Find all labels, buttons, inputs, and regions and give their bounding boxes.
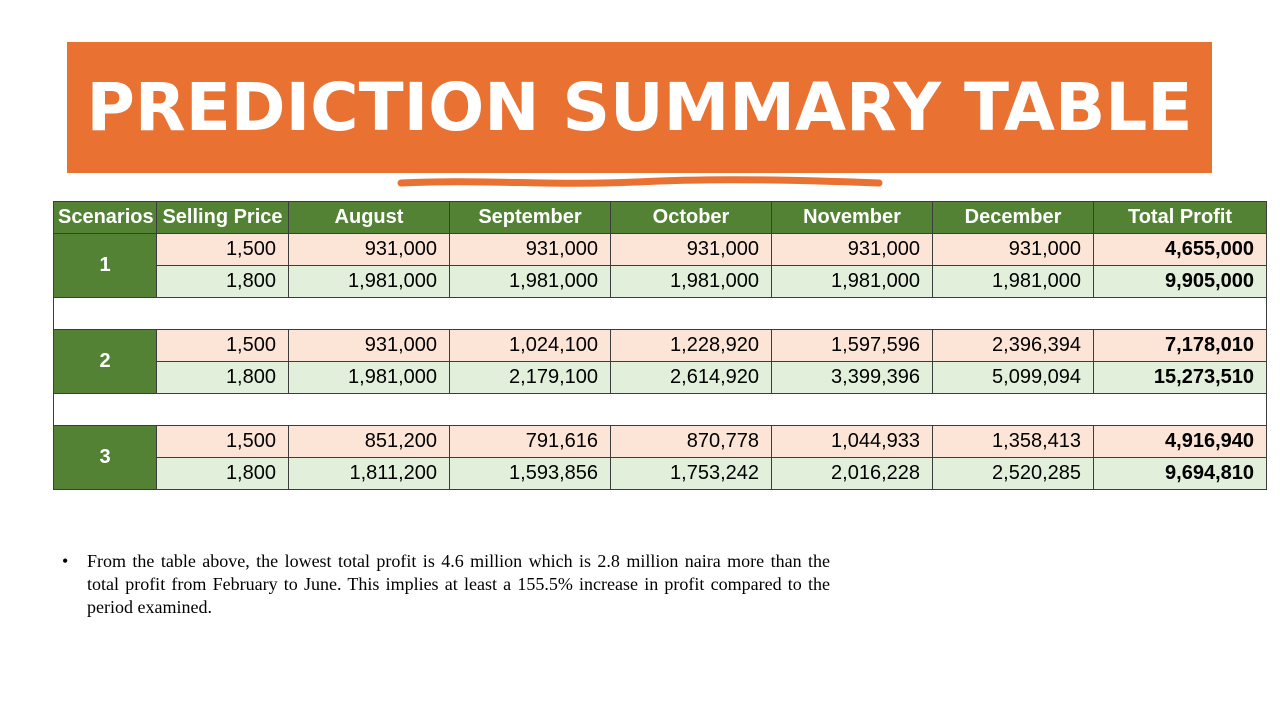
table-row: 3 1,500 851,200 791,616 870,778 1,044,93… [53,425,1267,490]
table-cell: 870,778 [610,425,772,458]
total-profit-cell: 4,916,940 [1093,425,1267,458]
table-row: 1,800 1,981,000 2,179,100 2,614,920 3,39… [54,361,1267,394]
table-row: 1 1,500 931,000 931,000 931,000 931,000 … [53,233,1267,298]
spacer-row [53,297,1267,330]
header-august: August [288,201,450,234]
table-cell: 1,981,000 [932,265,1094,298]
header-october: October [610,201,772,234]
table-cell: 931,000 [449,233,611,266]
page-title: PREDICTION SUMMARY TABLE [86,69,1193,146]
total-profit-cell: 9,694,810 [1093,457,1267,490]
table-cell: 2,396,394 [932,329,1094,362]
title-banner: PREDICTION SUMMARY TABLE [67,42,1212,173]
table-cell: 1,044,933 [771,425,933,458]
table-cell: 931,000 [288,233,450,266]
table-cell: 5,099,094 [932,361,1094,394]
header-selling-price: Selling Price [156,201,289,234]
table-cell: 2,614,920 [610,361,772,394]
table-cell: 3,399,396 [771,361,933,394]
table-row: 1,800 1,811,200 1,593,856 1,753,242 2,01… [54,457,1267,490]
table-cell: 1,597,596 [771,329,933,362]
header-december: December [932,201,1094,234]
header-total-profit: Total Profit [1093,201,1267,234]
table-cell: 931,000 [610,233,772,266]
summary-note: • From the table above, the lowest total… [62,550,830,619]
spacer-cell [53,297,1267,330]
bullet-point: • [62,551,69,571]
table-cell: 1,500 [156,425,289,458]
total-profit-cell: 7,178,010 [1093,329,1267,362]
table-cell: 2,016,228 [771,457,933,490]
table-cell: 2,520,285 [932,457,1094,490]
table-cell: 1,981,000 [610,265,772,298]
table-cell: 1,228,920 [610,329,772,362]
header-scenarios: Scenarios [53,201,157,234]
brush-underline [397,176,883,187]
total-profit-cell: 4,655,000 [1093,233,1267,266]
table-cell: 1,500 [156,329,289,362]
table-cell: 1,358,413 [932,425,1094,458]
table-cell: 1,800 [156,265,289,298]
total-profit-cell: 15,273,510 [1093,361,1267,394]
table-cell: 791,616 [449,425,611,458]
note-text: From the table above, the lowest total p… [87,551,830,617]
scenario-label: 1 [53,233,157,298]
table-header-row: Scenarios Selling Price August September… [53,201,1267,234]
table-cell: 1,981,000 [288,265,450,298]
table-cell: 851,200 [288,425,450,458]
table-row: 2 1,500 931,000 1,024,100 1,228,920 1,59… [53,329,1267,394]
prediction-summary-table: Scenarios Selling Price August September… [53,201,1267,490]
table-cell: 931,000 [932,233,1094,266]
table-cell: 1,500 [156,233,289,266]
spacer-row [53,393,1267,426]
table-cell: 1,811,200 [288,457,450,490]
scenario-label: 3 [53,425,157,490]
scenario-label: 2 [53,329,157,394]
table-cell: 1,800 [156,361,289,394]
table-cell: 931,000 [288,329,450,362]
header-november: November [771,201,933,234]
table-cell: 931,000 [771,233,933,266]
table-cell: 1,753,242 [610,457,772,490]
table-cell: 2,179,100 [449,361,611,394]
table-cell: 1,981,000 [449,265,611,298]
table-cell: 1,981,000 [288,361,450,394]
table-cell: 1,981,000 [771,265,933,298]
spacer-cell [53,393,1267,426]
total-profit-cell: 9,905,000 [1093,265,1267,298]
table-cell: 1,800 [156,457,289,490]
table-cell: 1,593,856 [449,457,611,490]
header-september: September [449,201,611,234]
table-row: 1,800 1,981,000 1,981,000 1,981,000 1,98… [54,265,1267,298]
table-cell: 1,024,100 [449,329,611,362]
